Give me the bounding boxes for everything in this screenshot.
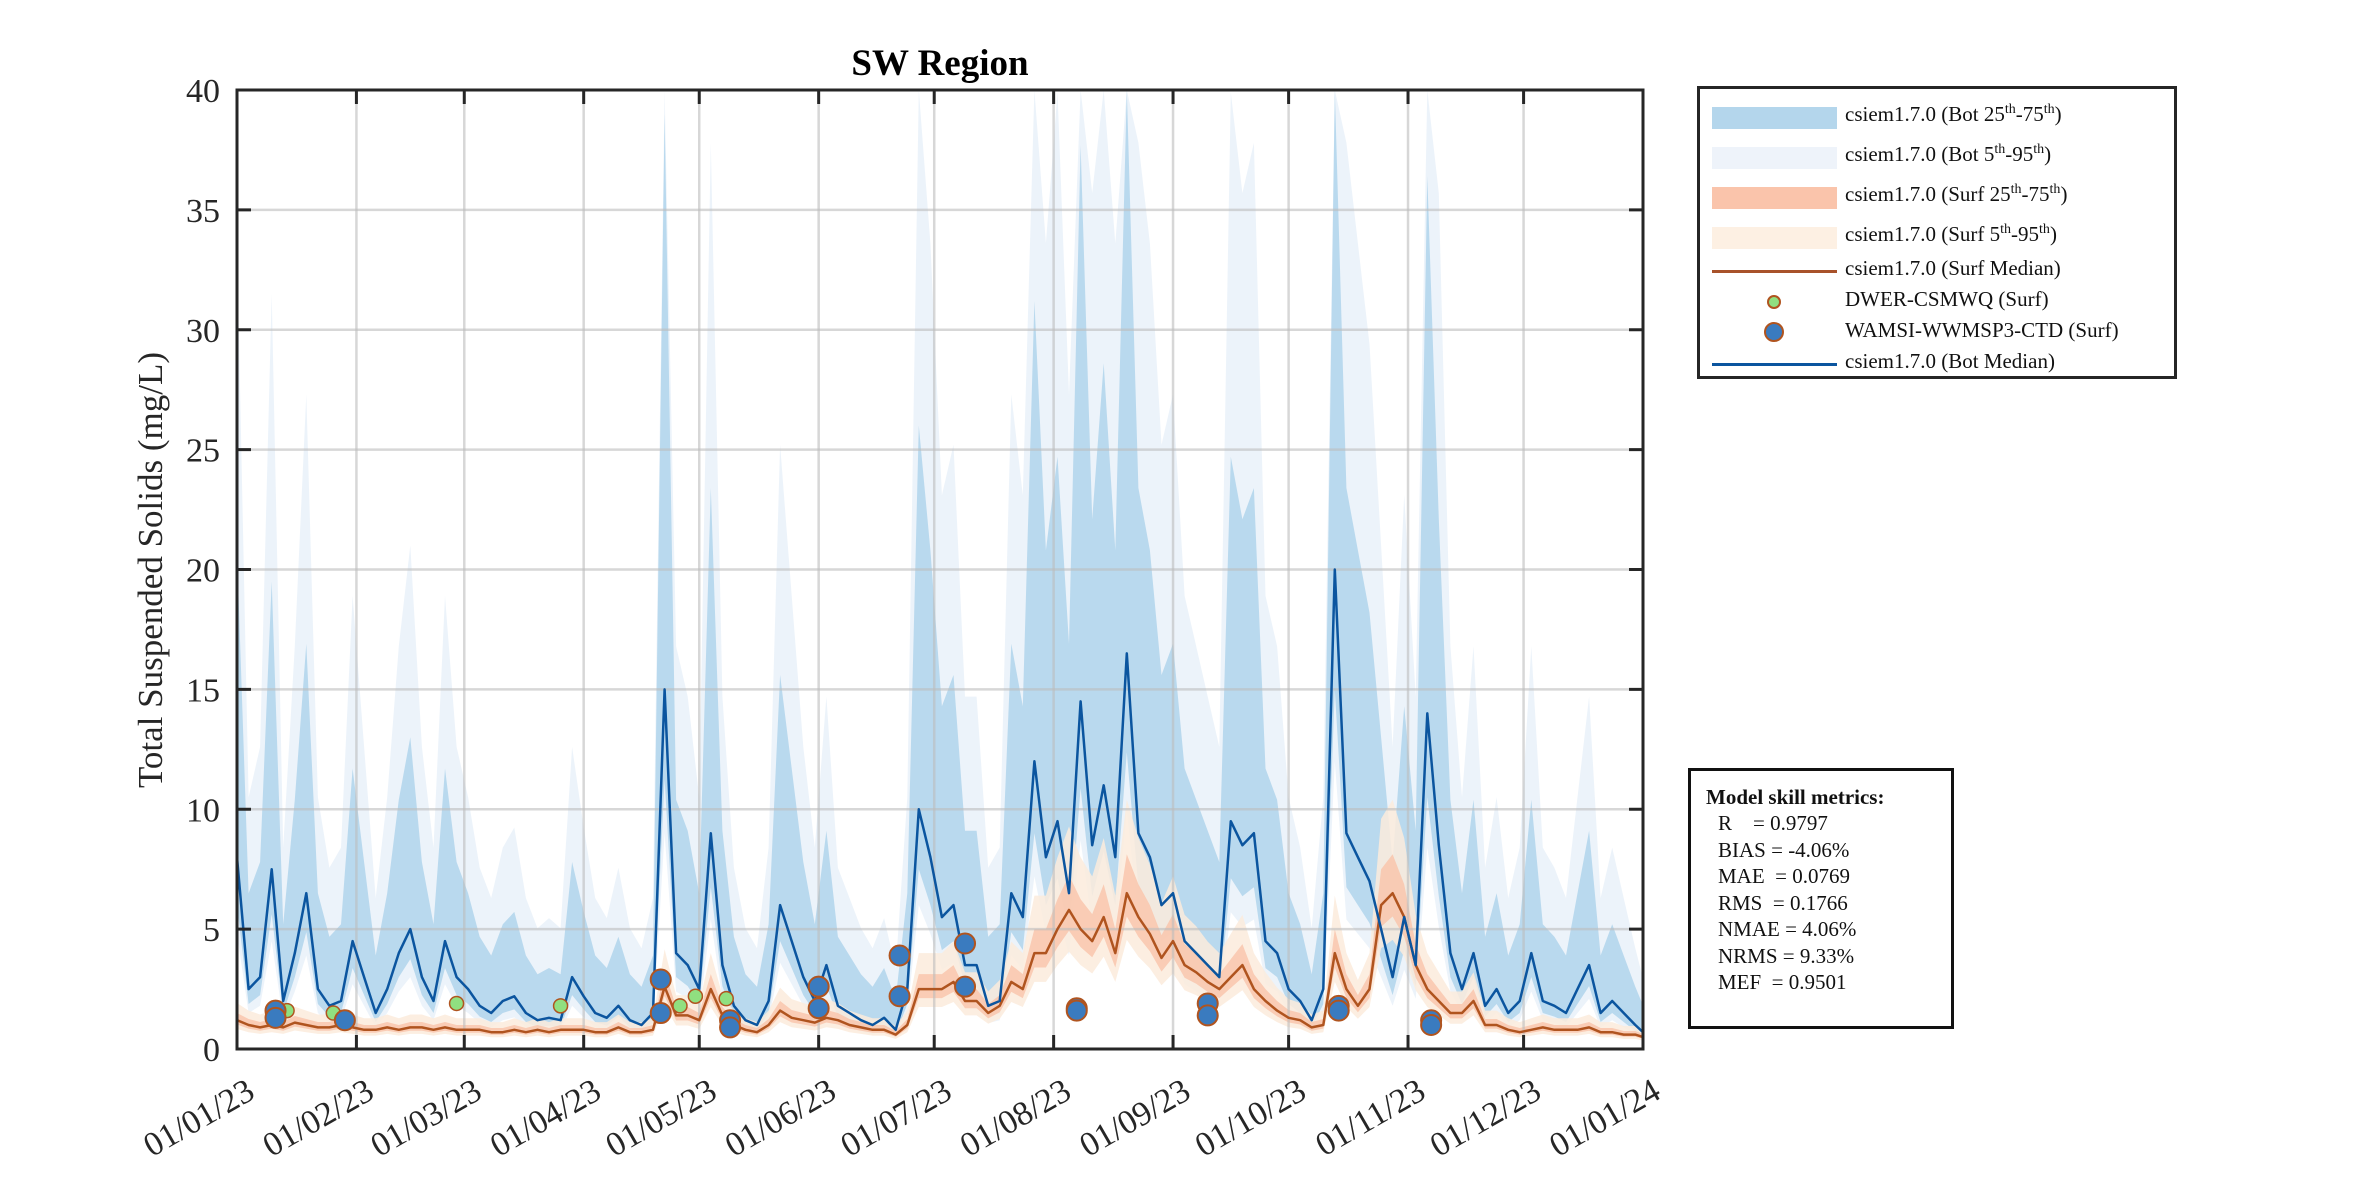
grid-layer xyxy=(237,90,1643,1049)
wamsi-observation-point xyxy=(719,1016,742,1039)
y-tick-label: 35 xyxy=(186,193,220,230)
legend-label: WAMSI-WWMSP3-CTD (Surf) xyxy=(1845,318,2119,342)
chart-title: SW Region xyxy=(851,43,1029,84)
metric-nmae: NMAE = 4.06% xyxy=(1718,917,1857,941)
legend-label: csiem1.7.0 (Surf Median) xyxy=(1845,256,2061,280)
legend-swatch-surf-5-95 xyxy=(1712,227,1837,249)
legend-label: csiem1.7.0 (Bot 25th-75th) xyxy=(1845,102,2062,126)
wamsi-observation-point xyxy=(649,1002,672,1025)
legend-label: csiem1.7.0 (Surf 5th-95th) xyxy=(1845,222,2057,246)
legend-line-bot-median xyxy=(1712,363,1837,366)
wamsi-observation-point xyxy=(1420,1014,1443,1037)
y-tick-label: 5 xyxy=(203,912,220,949)
x-tick-label: 01/03/23 xyxy=(365,1072,488,1164)
y-axis-label: Total Suspended Solids (mg/L) xyxy=(131,352,170,788)
wamsi-observation-point xyxy=(264,1006,287,1029)
metric-nrms: NRMS = 9.33% xyxy=(1718,943,1855,968)
x-tick-label: 01/01/23 xyxy=(137,1072,260,1164)
legend-swatch-bot-25-75 xyxy=(1712,107,1837,129)
dwer-observation-point xyxy=(687,988,704,1005)
wamsi-observation-point xyxy=(888,944,911,967)
band-bot-5th-95th xyxy=(237,90,1643,1042)
metric-bias: BIAS = -4.06% xyxy=(1718,837,1850,862)
wamsi-observation-point xyxy=(954,975,977,998)
x-tick-label: 01/05/23 xyxy=(600,1072,723,1164)
y-tick-label: 25 xyxy=(186,433,220,470)
metrics-title: Model skill metrics: xyxy=(1706,785,1885,809)
dwer-observation-point xyxy=(672,998,688,1014)
axes-layer xyxy=(235,88,1645,1051)
metric-mae: MAE = 0.0769 xyxy=(1718,864,1851,888)
x-tick-label: 01/06/23 xyxy=(719,1072,842,1164)
band-bot-25th-75th xyxy=(237,90,1643,1040)
dwer-observation-point xyxy=(552,998,569,1014)
y-tick-label: 10 xyxy=(186,792,220,829)
legend-item-surf-median: csiem1.7.0 (Surf Median) xyxy=(1712,253,2172,283)
x-tick-label: 01/09/23 xyxy=(1073,1072,1196,1164)
legend-line-surf-median xyxy=(1712,270,1837,273)
metric-rms: RMS = 0.1766 xyxy=(1718,890,1848,915)
legend-item-bot-25-75: csiem1.7.0 (Bot 25th-75th) xyxy=(1712,99,2172,129)
x-tick-label: 01/02/23 xyxy=(257,1072,380,1164)
wamsi-observation-point xyxy=(807,975,830,998)
legend-item-bot-median: csiem1.7.0 (Bot Median) xyxy=(1712,346,2172,376)
wamsi-observation-point xyxy=(1196,1004,1219,1027)
wamsi-observation-point xyxy=(1065,999,1088,1022)
legend-label: DWER-CSMWQ (Surf) xyxy=(1845,287,2049,311)
legend-item-bot-5-95: csiem1.7.0 (Bot 5th-95th) xyxy=(1712,139,2172,169)
wamsi-observation-point xyxy=(954,932,977,955)
legend-label: csiem1.7.0 (Surf 25th-75th) xyxy=(1845,182,2068,206)
x-tick-label: 01/04/23 xyxy=(484,1072,607,1164)
y-tick-label: 40 xyxy=(186,73,220,110)
legend: csiem1.7.0 (Bot 25th-75th) csiem1.7.0 (B… xyxy=(1697,86,2177,379)
legend-marker-wamsi xyxy=(1764,322,1784,342)
legend-item-surf-5-95: csiem1.7.0 (Surf 5th-95th) xyxy=(1712,219,2172,249)
band-layer xyxy=(237,90,1643,1042)
metric-mef: MEF = 0.9501 xyxy=(1718,970,1847,994)
line-layer xyxy=(237,568,1643,1039)
x-tick-label: 01/01/24 xyxy=(1543,1072,1666,1164)
legend-label: csiem1.7.0 (Bot 5th-95th) xyxy=(1845,142,2052,166)
surf-median-line xyxy=(237,891,1643,1039)
wamsi-observation-point xyxy=(807,997,830,1020)
legend-item-dwer: DWER-CSMWQ (Surf) xyxy=(1712,284,2172,314)
x-tick-label: 01/10/23 xyxy=(1189,1072,1312,1164)
legend-label: csiem1.7.0 (Bot Median) xyxy=(1845,349,2055,373)
y-tick-label: 0 xyxy=(203,1032,220,1069)
skill-metrics-box: Model skill metrics: R = 0.9797 BIAS = -… xyxy=(1688,768,1954,1029)
x-tick-label: 01/08/23 xyxy=(954,1072,1077,1164)
legend-marker-dwer xyxy=(1767,295,1781,309)
wamsi-observation-point xyxy=(1327,999,1350,1022)
y-tick-label: 30 xyxy=(186,313,220,350)
y-tick-label: 15 xyxy=(186,672,220,709)
x-tick-label: 01/12/23 xyxy=(1424,1072,1547,1164)
observation-layer xyxy=(264,932,1443,1039)
legend-swatch-surf-25-75 xyxy=(1712,187,1837,209)
dwer-observation-point xyxy=(718,990,734,1007)
x-tick-label: 01/07/23 xyxy=(835,1072,958,1164)
dwer-observation-point xyxy=(448,995,465,1012)
legend-swatch-bot-5-95 xyxy=(1712,147,1837,169)
wamsi-observation-point xyxy=(649,968,672,991)
y-tick-label: 20 xyxy=(186,553,220,590)
legend-item-surf-25-75: csiem1.7.0 (Surf 25th-75th) xyxy=(1712,179,2172,209)
wamsi-observation-point xyxy=(888,985,911,1008)
legend-item-wamsi: WAMSI-WWMSP3-CTD (Surf) xyxy=(1712,315,2172,345)
wamsi-observation-point xyxy=(333,1009,356,1032)
x-tick-label: 01/11/23 xyxy=(1310,1072,1432,1164)
bot-median-line xyxy=(237,568,1643,1039)
metric-r: R = 0.9797 xyxy=(1718,811,1828,835)
